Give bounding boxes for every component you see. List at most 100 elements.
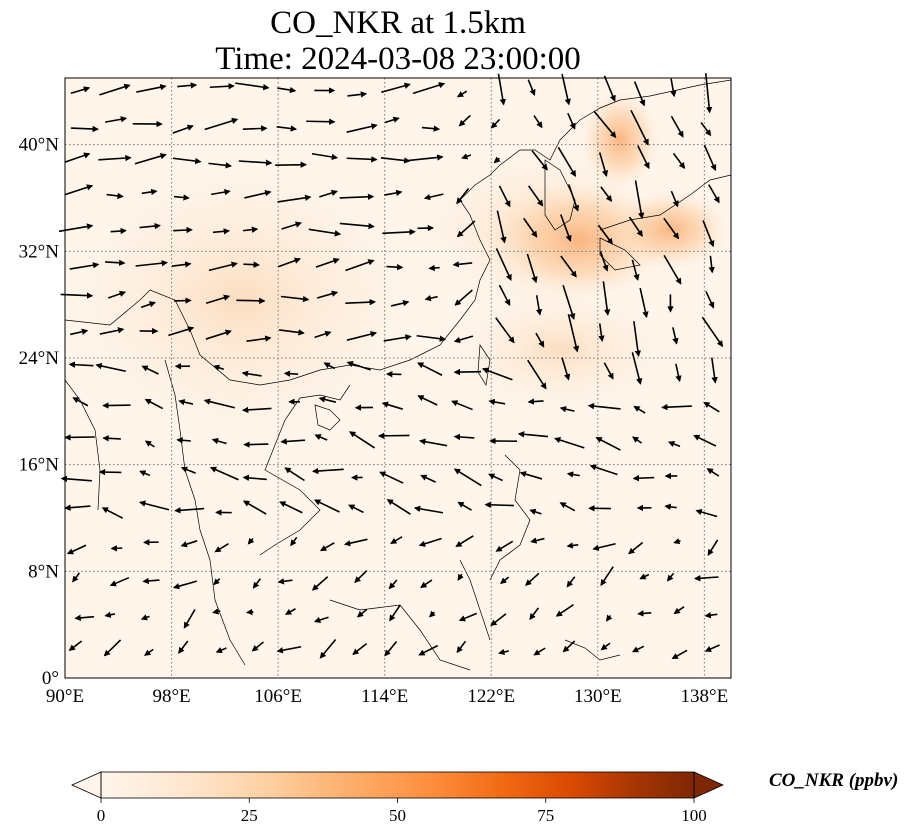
wind-arrow [602, 281, 611, 316]
lon-tick-label: 122°E [467, 686, 515, 707]
wind-arrow [284, 467, 305, 482]
wind-arrow [173, 226, 193, 234]
wind-arrow [555, 603, 574, 617]
wind-arrow [566, 542, 579, 549]
wind-arrow [390, 536, 403, 544]
wind-arrow [454, 289, 473, 306]
wind-arrow [251, 641, 264, 652]
wind-arrow [705, 290, 715, 309]
wind-arrow [313, 616, 329, 623]
wind-arrow [694, 575, 719, 582]
wind-arrow [69, 328, 89, 336]
colorbar-tick-label: 75 [537, 806, 555, 825]
wind-arrow [589, 464, 618, 476]
wind-arrow [236, 297, 266, 305]
wind-arrow [631, 436, 643, 444]
wind-arrow [352, 642, 368, 655]
wind-arrow [420, 579, 433, 589]
wind-arrow [527, 359, 547, 390]
colorbar-label: CO_NKR (ppbv) [769, 770, 899, 791]
wind-arrow [279, 329, 305, 336]
wind-arrow [177, 82, 198, 89]
wind-arrow [308, 228, 342, 237]
wind-arrow [279, 501, 303, 514]
wind-arrow [535, 295, 543, 316]
lon-tick-label: 138°E [681, 686, 729, 707]
wind-arrow [633, 81, 646, 107]
wind-arrow [701, 316, 724, 348]
wind-arrow [99, 83, 131, 96]
wind-arrow [183, 609, 196, 629]
wind-arrow [345, 298, 377, 306]
wind-arrow [290, 536, 298, 547]
wind-arrow [419, 438, 448, 447]
wind-arrow [69, 262, 100, 270]
wind-arrow [597, 224, 613, 245]
wind-arrow [598, 152, 609, 177]
wind-arrow [101, 507, 124, 519]
wind-arrow [277, 86, 297, 94]
wind-arrow [527, 185, 544, 207]
wind-arrow [630, 109, 649, 146]
wind-arrow [246, 335, 272, 342]
wind-arrow [109, 576, 130, 587]
wind-arrow [600, 566, 614, 586]
wind-arrow [172, 124, 194, 134]
wind-arrow [497, 73, 506, 106]
wind-arrow [704, 73, 713, 114]
wind-arrow [104, 116, 128, 123]
wind-arrow [74, 614, 95, 622]
colorbar-extend-high [693, 771, 724, 799]
wind-arrow [144, 440, 155, 448]
wind-arrow [456, 640, 467, 654]
wind-arrow [318, 396, 337, 403]
wind-arrow [98, 154, 132, 162]
colorbar-tick-label: 50 [389, 806, 406, 825]
wind-arrow [535, 332, 545, 348]
wind-arrow [110, 227, 127, 235]
wind-arrow [356, 608, 368, 618]
wind-arrow [346, 123, 378, 133]
wind-arrow [275, 161, 308, 168]
wind-arrow [587, 402, 621, 410]
wind-arrow [172, 580, 198, 590]
wind-arrow [64, 152, 91, 164]
wind-arrow [346, 156, 378, 163]
wind-arrow [603, 362, 614, 380]
wind-vectors [58, 73, 724, 660]
wind-arrow [670, 190, 679, 208]
wind-arrow [639, 573, 650, 580]
wind-arrow [70, 125, 99, 133]
wind-arrow [384, 116, 400, 124]
wind-arrow [276, 645, 302, 654]
wind-arrow [562, 640, 576, 653]
wind-arrow [554, 437, 585, 449]
wind-arrow [205, 294, 231, 305]
wind-arrow [141, 188, 158, 196]
wind-arrow [693, 434, 717, 447]
wind-arrow [72, 572, 81, 583]
wind-arrow [141, 365, 159, 375]
wind-arrow [64, 184, 94, 196]
wind-arrow [413, 505, 444, 514]
wind-arrow [671, 649, 688, 660]
lat-tick-label: 8°N [28, 561, 59, 582]
wind-arrow [381, 401, 404, 410]
wind-arrow [311, 576, 329, 591]
wind-arrow [639, 287, 649, 319]
wind-arrow [529, 607, 540, 621]
wind-arrow [606, 614, 613, 622]
wind-arrow [348, 504, 364, 514]
wind-arrow [704, 611, 718, 619]
wind-arrow [672, 152, 686, 170]
wind-arrow [144, 648, 154, 656]
wind-arrow [104, 611, 116, 618]
wind-arrow [283, 370, 299, 377]
wind-arrow [481, 367, 513, 381]
wind-arrow [493, 156, 501, 164]
wind-arrow [319, 542, 335, 552]
wind-arrow [314, 330, 332, 339]
wind-arrow [178, 640, 189, 654]
wind-arrow [319, 638, 337, 659]
wind-arrow [703, 144, 717, 172]
